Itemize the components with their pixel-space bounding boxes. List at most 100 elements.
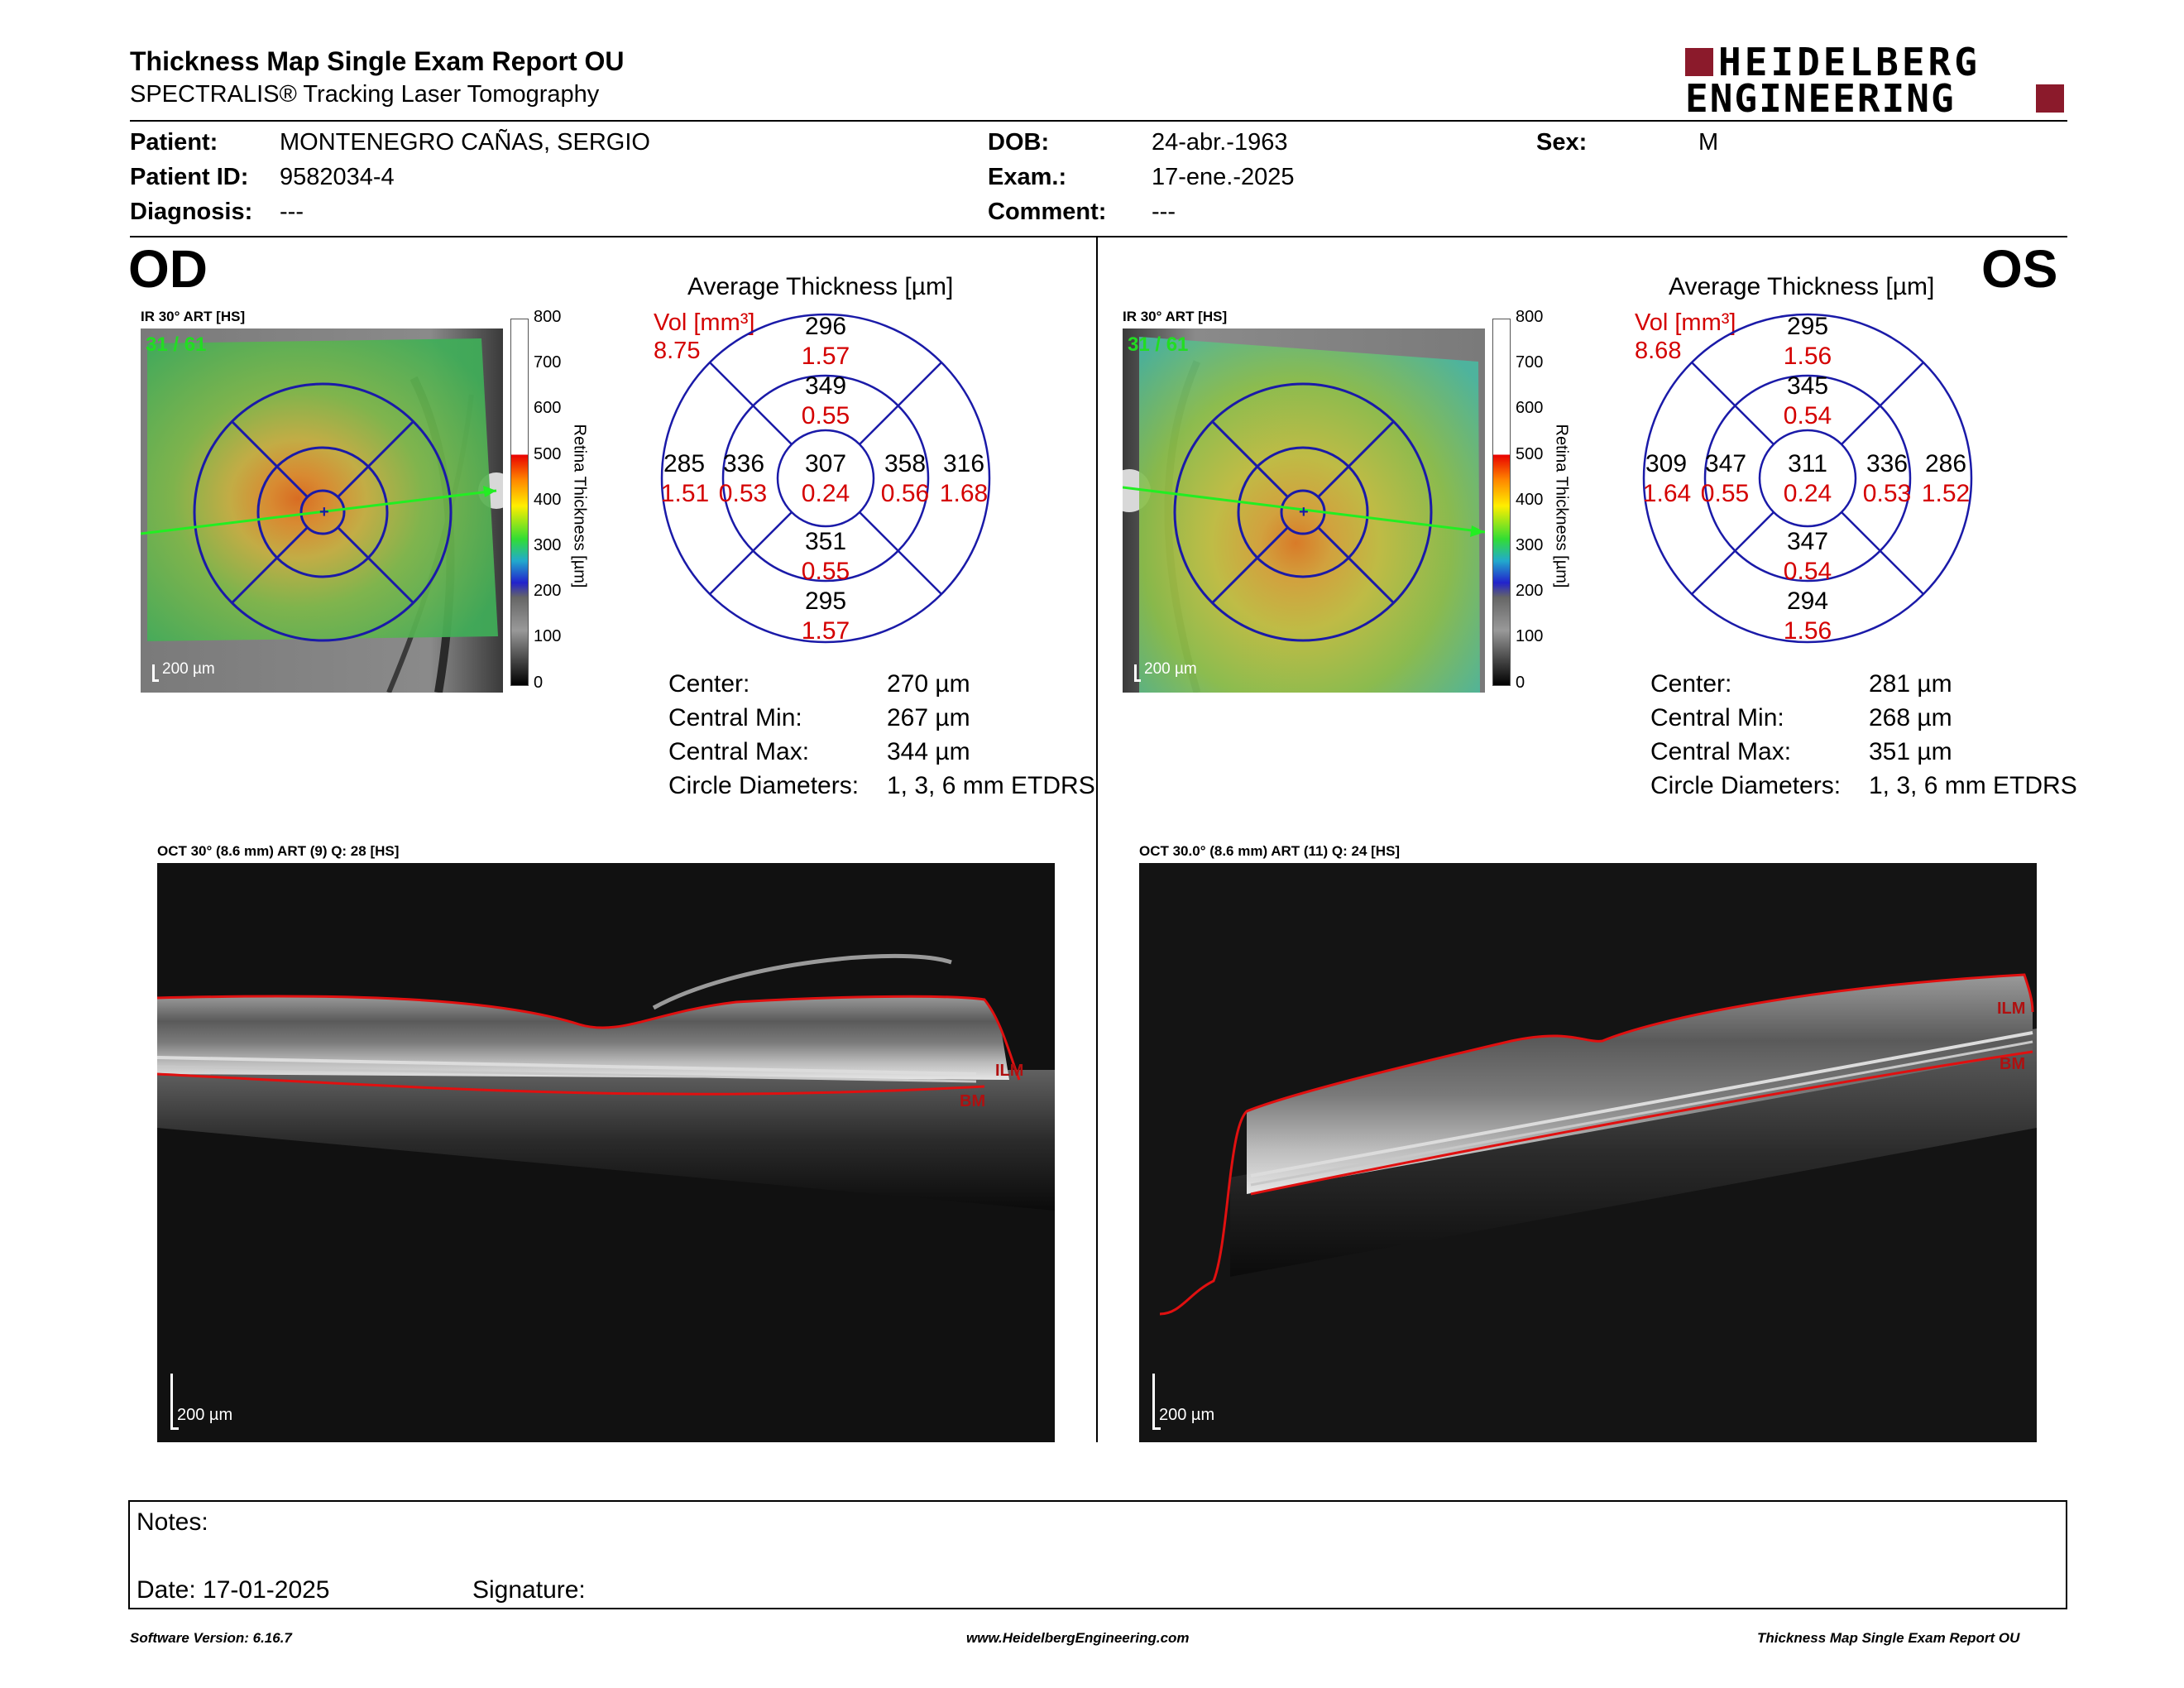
patient-label: Patient:	[130, 129, 218, 156]
od-outer-right-thickness: 316	[943, 450, 985, 477]
od-oct-label: OCT 30° (8.6 mm) ART (9) Q: 28 [HS]	[157, 843, 400, 859]
od-avg-title: Average Thickness [µm]	[687, 273, 954, 300]
os-tick-0: 0	[1516, 674, 1525, 692]
os-tick-100: 100	[1516, 627, 1544, 645]
diagnosis-label: Diagnosis:	[130, 199, 253, 225]
os-colorbar-ticks: 800 700 600 500 400 300 200 100 0	[1516, 308, 1549, 697]
logo-text-line2: ENGINEERING	[1685, 76, 1956, 121]
od-outer-left-thickness: 285	[663, 450, 706, 477]
os-inner-left-volume: 0.55	[1700, 480, 1750, 507]
os-vol-label: Vol [mm³]	[1635, 309, 1736, 336]
logo-text-line1: HEIDELBERG	[1718, 40, 1980, 84]
os-center-thickness: 311	[1788, 450, 1827, 477]
footer-software: Software Version: 6.16.7	[130, 1630, 292, 1646]
os-tick-700: 700	[1516, 353, 1544, 372]
os-outer-bottom-volume: 1.56	[1783, 617, 1832, 645]
od-oct-scalebar	[170, 1374, 173, 1430]
od-max-label: Central Max:	[668, 738, 810, 765]
od-colorbar-title: Retina Thickness [µm]	[570, 424, 589, 588]
od-center-value: 270 µm	[887, 670, 970, 698]
svg-text:+: +	[319, 503, 329, 521]
os-ir-label: IR 30° ART [HS]	[1123, 309, 1228, 324]
os-tick-800: 800	[1516, 308, 1544, 326]
eye-divider	[1096, 237, 1098, 1442]
report-subtitle: SPECTRALIS® Tracking Laser Tomography	[130, 81, 600, 108]
os-bm-label: BM	[2000, 1055, 2026, 1073]
patient-id-label: Patient ID:	[130, 164, 249, 190]
od-tick-400: 400	[534, 491, 562, 509]
footer-report-name: Thickness Map Single Exam Report OU	[1757, 1630, 2020, 1646]
os-tick-500: 500	[1516, 445, 1544, 463]
od-min-label: Central Min:	[668, 704, 802, 731]
os-diam-label: Circle Diameters:	[1650, 772, 1842, 799]
diagnosis-value: ---	[280, 199, 304, 225]
od-max-value: 344 µm	[887, 738, 970, 765]
os-oct-scale: 200 µm	[1159, 1406, 1215, 1424]
logo-square-top	[1685, 48, 1713, 76]
os-avg-title: Average Thickness [µm]	[1669, 273, 1935, 300]
patient-value: MONTENEGRO CAÑAS, SERGIO	[280, 129, 650, 156]
od-center-thickness: 307	[805, 450, 847, 477]
os-colorbar-title: Retina Thickness [µm]	[1552, 424, 1571, 588]
os-frame-counter: 31 / 61	[1128, 333, 1189, 356]
od-oct-image: ILM BM 200 µm	[157, 863, 1055, 1442]
od-inner-top-volume: 0.55	[801, 402, 850, 429]
os-outer-top-volume: 1.56	[1783, 343, 1832, 370]
os-inner-bottom-volume: 0.54	[1783, 558, 1832, 585]
sex-label: Sex:	[1536, 129, 1588, 156]
os-max-value: 351 µm	[1869, 738, 1952, 765]
od-fundus-image: + 31 / 61 200 µm	[141, 328, 503, 693]
header-divider	[130, 120, 2067, 122]
footer-website[interactable]: www.HeidelbergEngineering.com	[966, 1630, 1190, 1646]
sex-value: M	[1698, 129, 1719, 156]
od-inner-left-volume: 0.53	[718, 480, 768, 507]
os-inner-top-volume: 0.54	[1783, 402, 1832, 429]
os-ilm-label: ILM	[1997, 1000, 2026, 1018]
os-fundus-scale: 200 µm	[1144, 660, 1197, 678]
od-outer-left-volume: 1.51	[660, 480, 710, 507]
notes-date: Date: 17-01-2025	[136, 1576, 330, 1604]
od-diam-value: 1, 3, 6 mm ETDRS	[887, 772, 1095, 799]
comment-label: Comment:	[988, 199, 1107, 225]
os-oct-scalebar-h	[1152, 1427, 1161, 1430]
od-vol-total: 8.75	[654, 338, 701, 364]
od-center-label: Center:	[668, 670, 750, 698]
od-bm-label: BM	[960, 1092, 986, 1110]
os-tick-600: 600	[1516, 399, 1544, 417]
os-eye-label: OS	[1981, 239, 2058, 299]
os-tick-200: 200	[1516, 582, 1544, 600]
os-inner-right-volume: 0.53	[1862, 480, 1912, 507]
od-fundus-scalebar-h	[152, 679, 159, 682]
od-fundus-scalebar	[152, 664, 155, 681]
logo-square-bottom	[2036, 84, 2064, 113]
dob-label: DOB:	[988, 129, 1050, 156]
od-outer-top-thickness: 296	[805, 313, 847, 340]
od-tick-0: 0	[534, 674, 544, 692]
od-etdrs-grid: 296 1.57 349 0.55 285 1.51 336 0.53 307 …	[660, 313, 991, 645]
notes-signature: Signature:	[472, 1576, 586, 1604]
od-tick-200: 200	[534, 582, 562, 600]
os-inner-bottom-thickness: 347	[1787, 528, 1829, 555]
os-oct-scalebar	[1152, 1374, 1155, 1430]
od-colorbar	[510, 319, 529, 686]
od-inner-right-thickness: 358	[884, 450, 927, 477]
od-colorbar-ticks: 800 700 600 500 400 300 200 100 0	[534, 308, 567, 697]
od-outer-bottom-thickness: 295	[805, 587, 847, 615]
od-outer-right-volume: 1.68	[939, 480, 989, 507]
os-vol-total: 8.68	[1635, 338, 1682, 364]
od-inner-bottom-volume: 0.55	[801, 558, 850, 585]
od-oct-scale: 200 µm	[177, 1406, 233, 1424]
os-center-volume: 0.24	[1783, 480, 1832, 507]
notes-label: Notes:	[136, 1508, 208, 1536]
os-etdrs-grid: 295 1.56 345 0.54 309 1.64 347 0.55 311 …	[1642, 313, 1973, 645]
os-center-value: 281 µm	[1869, 670, 1952, 698]
os-colorbar	[1492, 319, 1511, 686]
od-frame-counter: 31 / 61	[146, 333, 207, 356]
os-outer-right-volume: 1.52	[1921, 480, 1971, 507]
os-inner-top-thickness: 345	[1787, 372, 1829, 400]
patient-id-value: 9582034-4	[280, 164, 395, 190]
od-tick-600: 600	[534, 399, 562, 417]
od-outer-top-volume: 1.57	[801, 343, 850, 370]
os-outer-left-thickness: 309	[1645, 450, 1688, 477]
os-fundus-image: + 31 / 61 200 µm	[1123, 328, 1485, 693]
